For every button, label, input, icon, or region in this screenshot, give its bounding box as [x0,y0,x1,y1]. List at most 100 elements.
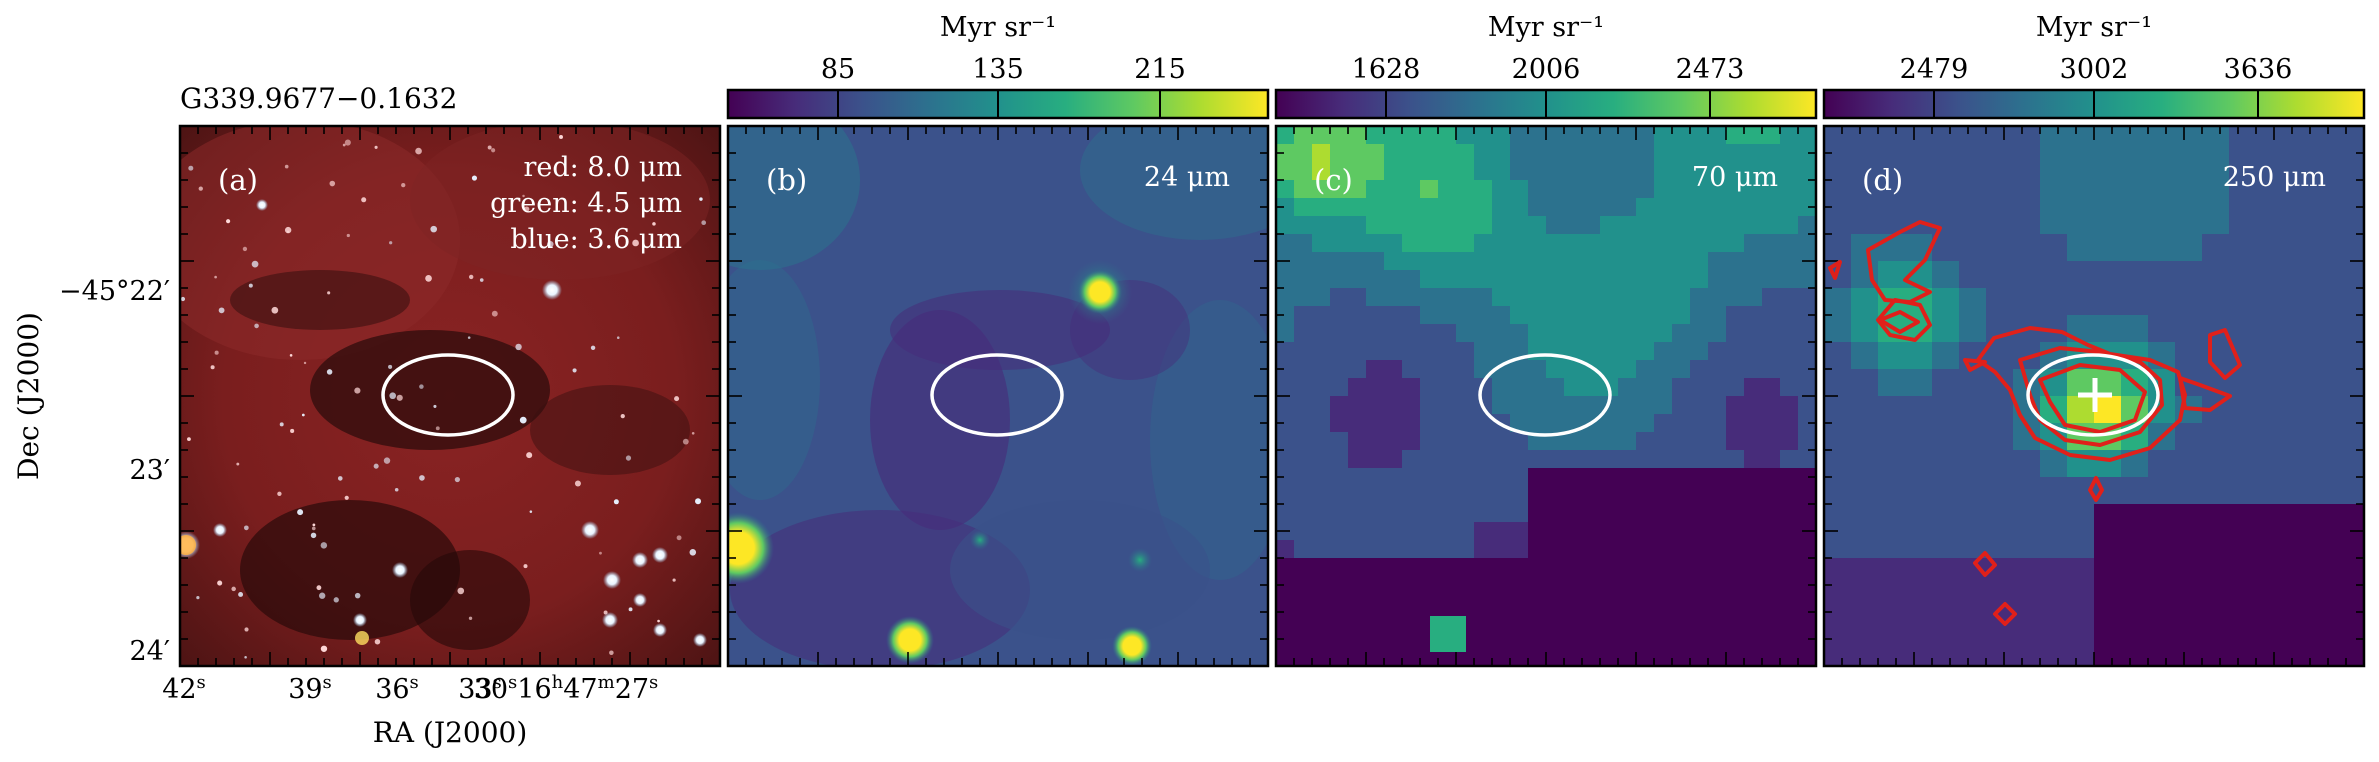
map-pixel [1672,234,1691,253]
map-pixel [1905,612,1933,640]
map-pixel [1932,207,1960,235]
map-pixel [1402,162,1421,181]
map-pixel [2310,261,2338,289]
map-pixel [1932,477,1960,505]
map-pixel [1618,144,1637,163]
map-pixel [1294,162,1313,181]
map-pixel [2202,504,2230,532]
map-pixel [1384,198,1403,217]
map-pixel [1510,630,1529,649]
map-pixel [1744,234,1763,253]
map-pixel [1600,648,1619,666]
map-pixel [1582,522,1601,541]
map-pixel [1330,648,1349,666]
map-pixel [1546,540,1565,559]
map-pixel [2067,207,2095,235]
map-pixel [1294,198,1313,217]
panel-c-ticks [1276,126,1816,666]
map-pixel [1932,612,1960,640]
map-pixel [1744,378,1763,397]
star-point [236,462,240,466]
map-pixel [2256,126,2284,154]
map-pixel [2337,153,2364,181]
map-pixel [1690,504,1709,523]
map-pixel [1654,594,1673,613]
map-pixel [1824,153,1852,181]
ra-tick-labels: 42s 39s 36s 33s 30s16h47m27s [162,672,658,705]
map-pixel [1708,198,1727,217]
map-pixel [1744,522,1763,541]
map-pixel [1474,144,1493,163]
map-pixel [1348,144,1367,163]
map-pixel [1762,396,1781,415]
map-pixel [1618,306,1637,325]
map-pixel [1905,585,1933,613]
map-pixel [1312,612,1331,631]
map-pixel [1582,270,1601,289]
map-pixel [2229,180,2257,208]
map-pixel [1672,576,1691,595]
map-pixel [1905,234,1933,262]
map-pixel [1528,378,1547,397]
map-pixel [1402,252,1421,271]
star-point [519,416,527,424]
map-pixel [1618,288,1637,307]
map-pixel [1384,450,1403,469]
map-pixel [1438,522,1457,541]
map-pixel [1366,612,1385,631]
map-pixel [1456,468,1475,487]
map-pixel [2310,369,2338,397]
map-pixel [1851,288,1879,316]
map-pixel [1312,432,1331,451]
map-pixel [1348,540,1367,559]
map-pixel [2067,612,2095,640]
map-pixel [2229,315,2257,343]
map-pixel [2148,612,2176,640]
map-pixel [2148,261,2176,289]
map-pixel [1564,486,1583,505]
map-pixel [2013,612,2041,640]
map-pixel [1384,234,1403,253]
contour-edge [1828,260,1842,280]
map-pixel [1726,306,1745,325]
map-pixel [1474,522,1493,541]
map-pixel [2040,180,2068,208]
map-pixel [1798,288,1816,307]
dec-tick-label: −45°22′ [59,276,170,307]
map-pixel [1564,612,1583,631]
map-pixel [1456,306,1475,325]
map-pixel [1654,486,1673,505]
map-pixel [1851,207,1879,235]
map-pixel [1438,504,1457,523]
bright-star [581,521,599,539]
panel-c-colorbar-tick-label: 1628 [1352,54,1421,85]
map-pixel [1438,648,1457,666]
map-pixel [1959,585,1987,613]
map-pixel [1492,324,1511,343]
map-pixel [1564,198,1583,217]
map-pixel [2310,153,2338,181]
map-pixel [1824,315,1852,343]
map-pixel [1878,531,1906,559]
map-pixel [1726,162,1745,181]
map-pixel [1456,414,1475,433]
map-pixel [2013,504,2041,532]
map-pixel [1654,324,1673,343]
map-pixel [1654,288,1673,307]
map-pixel [1366,270,1385,289]
star-point [217,580,223,586]
map-pixel [1798,414,1816,433]
map-pixel [1672,522,1691,541]
map-pixel [1600,270,1619,289]
star-point [419,384,424,389]
map-pixel [1798,378,1816,397]
map-pixel [1492,216,1511,235]
map-pixel [1798,432,1816,451]
map-pixel [1654,558,1673,577]
star-point [289,354,293,357]
map-pixel [1438,594,1457,613]
map-pixel [1932,585,1960,613]
map-pixel [1708,270,1727,289]
map-pixel [1762,432,1781,451]
map-pixel [2229,639,2257,666]
